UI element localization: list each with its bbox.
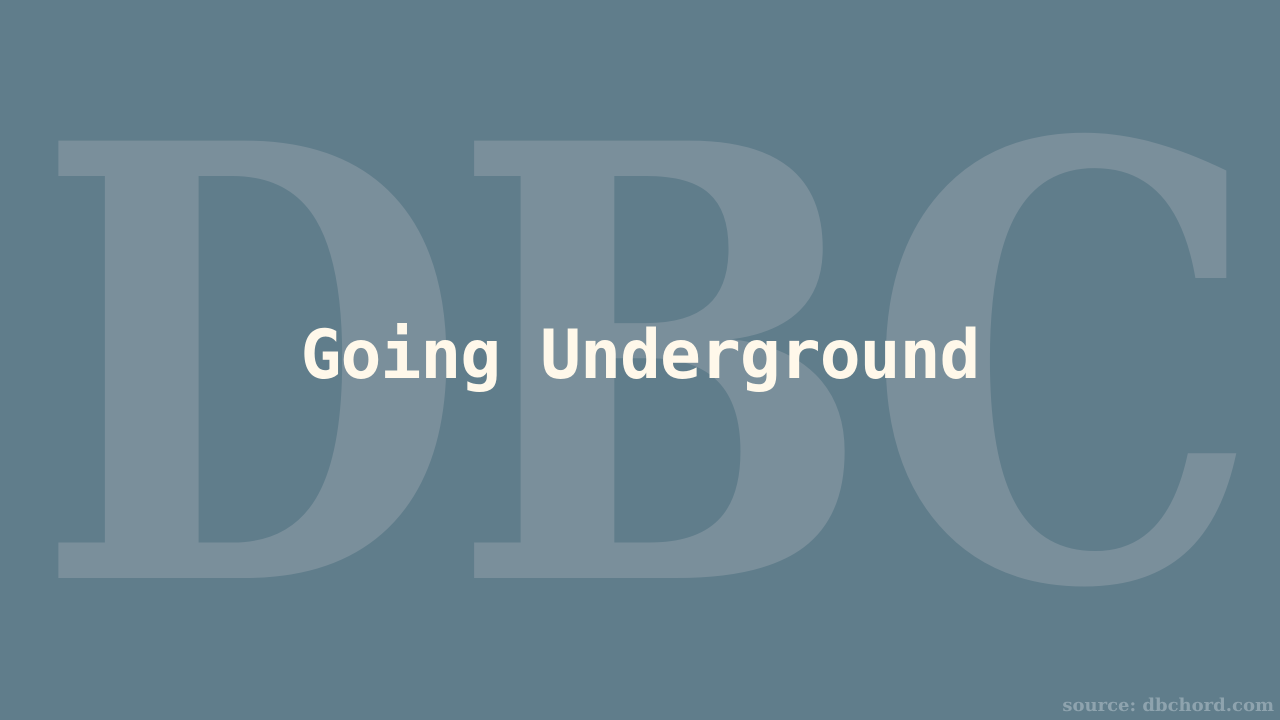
watermark-text: DBC xyxy=(35,15,1245,720)
source-credit: source: dbchord.com xyxy=(1062,695,1274,716)
song-title: Going Underground xyxy=(300,316,981,395)
